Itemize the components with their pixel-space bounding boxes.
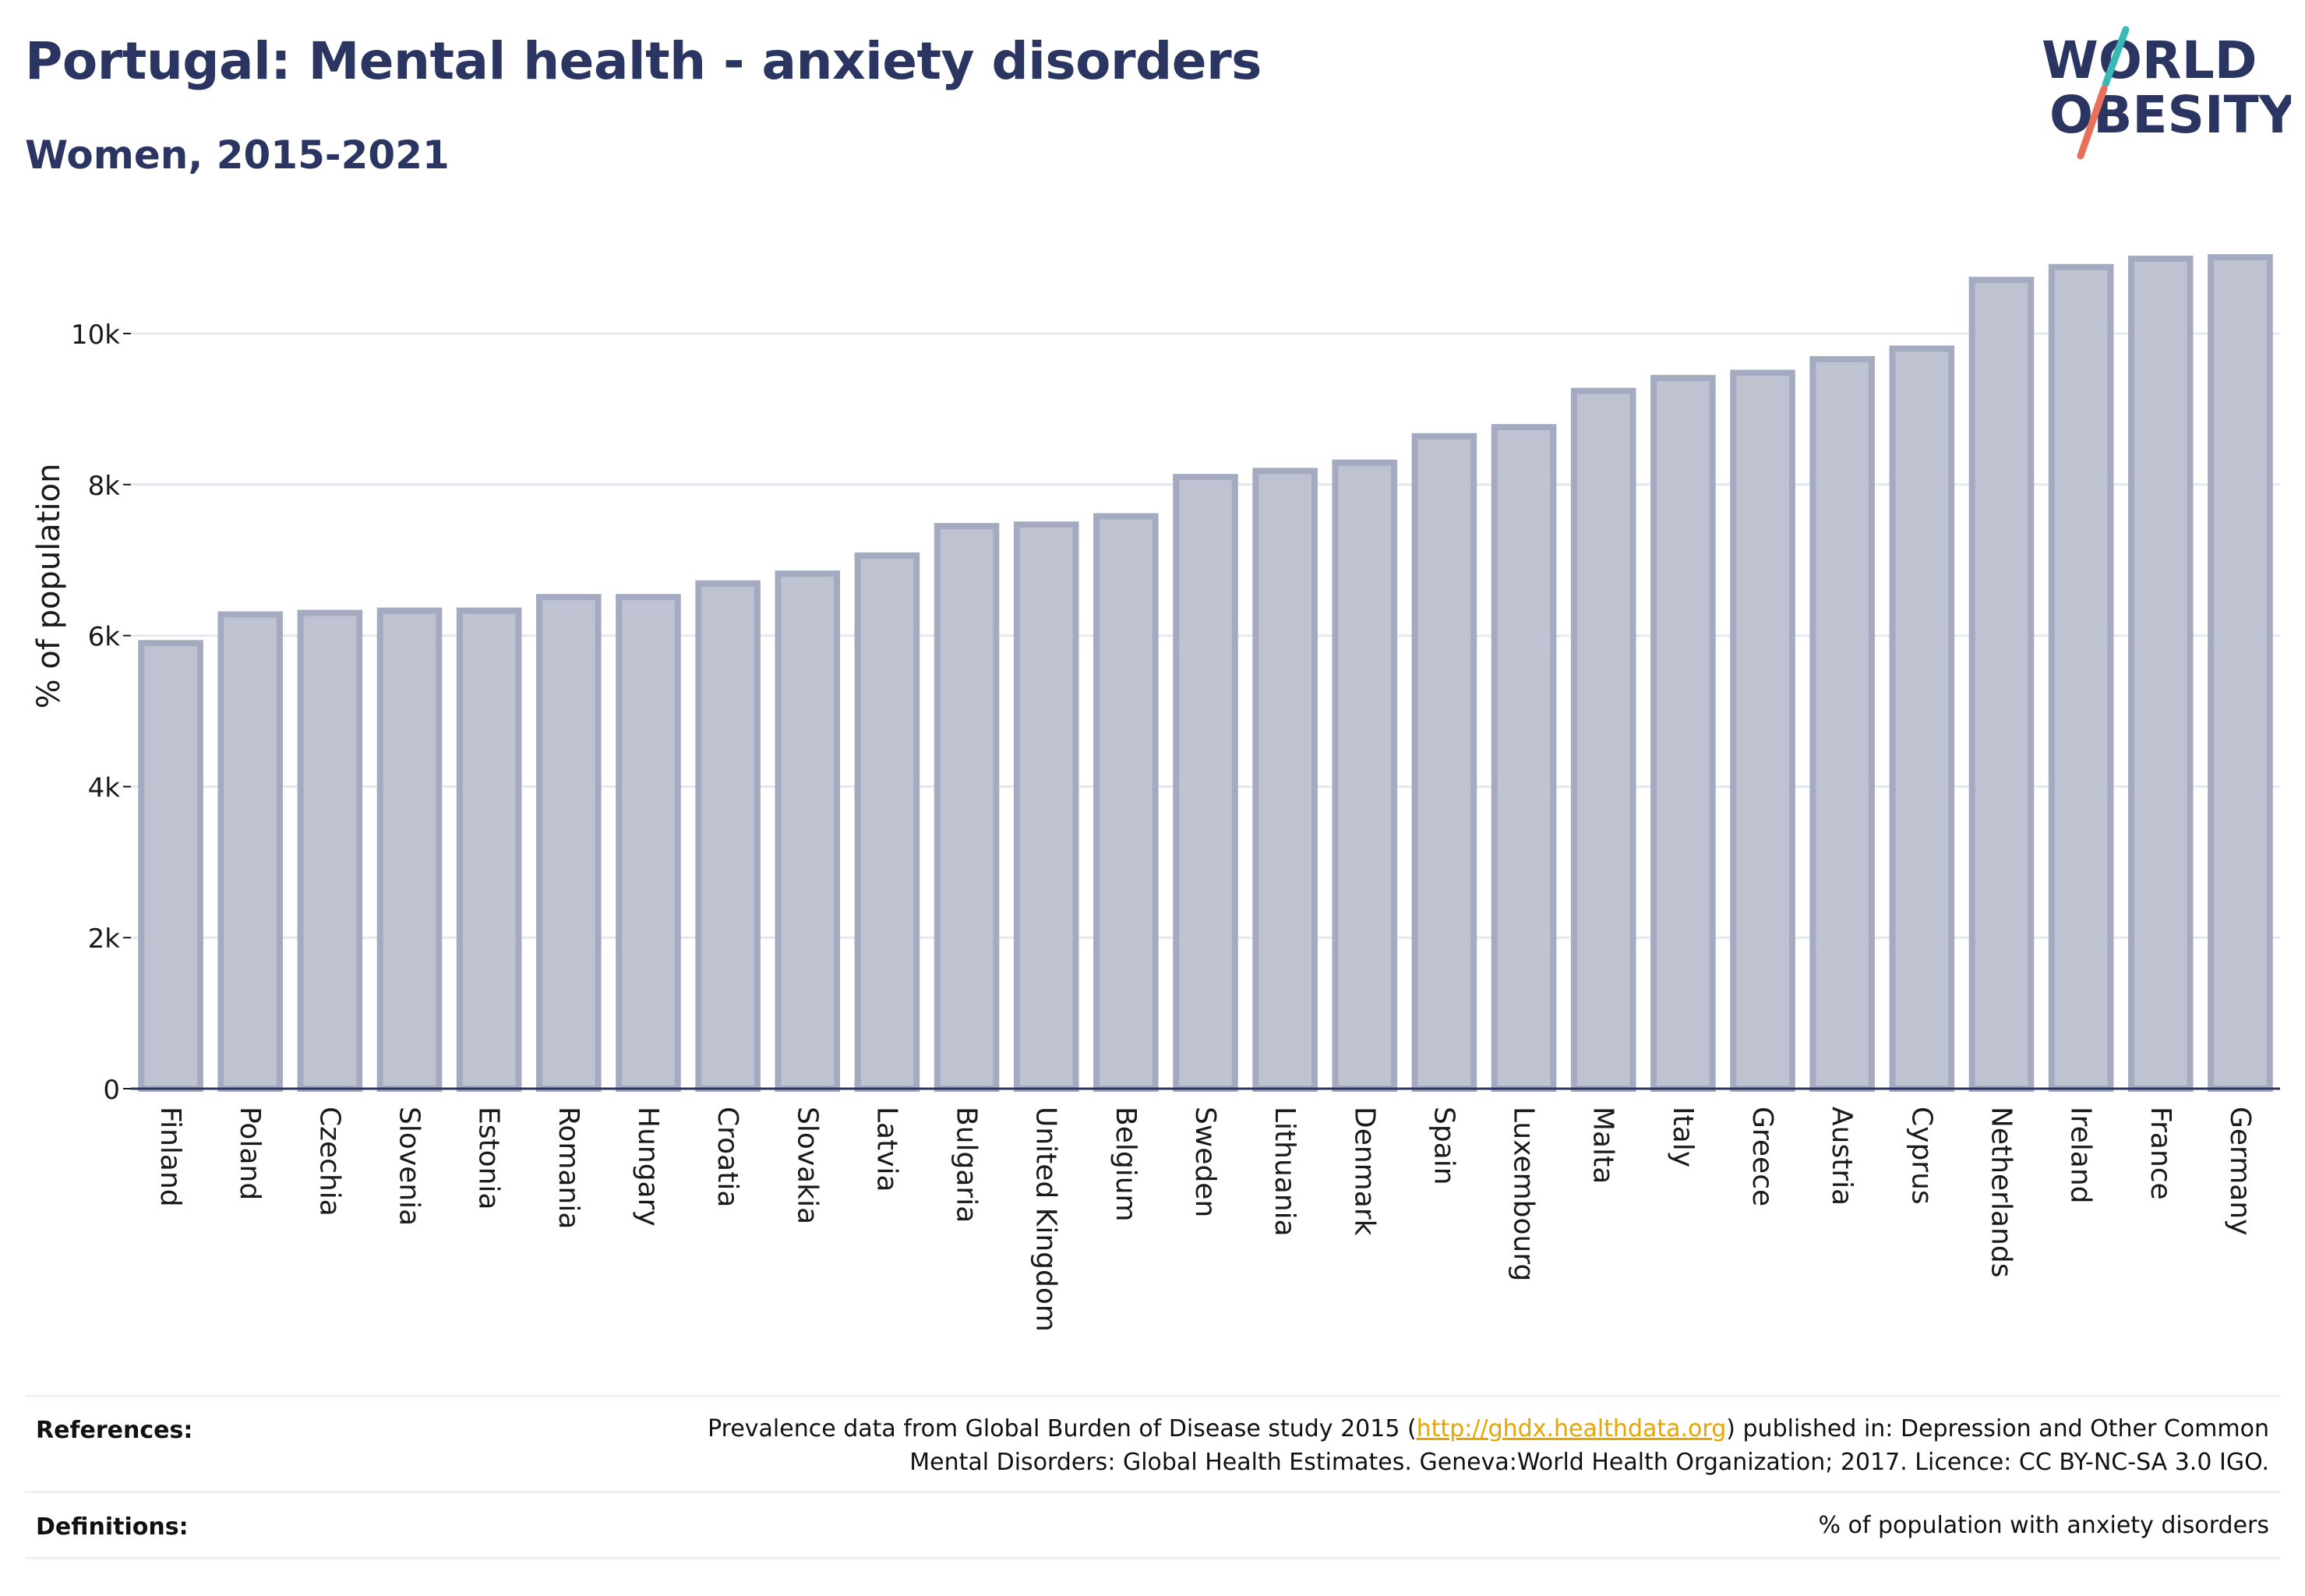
logo-slash-coral — [2077, 85, 2108, 160]
x-tick-label: Belgium — [1110, 1107, 1142, 1222]
y-tick-label: 2k — [88, 923, 121, 955]
world-obesity-logo: WORLD OBESITY — [2042, 26, 2291, 160]
logo-rld: RLD — [2142, 30, 2257, 90]
logo-w: W — [2042, 30, 2099, 90]
bar-finland — [138, 640, 203, 1092]
x-tick-label: Italy — [1667, 1107, 1699, 1167]
bar-ireland — [2048, 263, 2114, 1092]
axes — [123, 333, 2280, 1090]
x-tick-label: Lithuania — [1269, 1107, 1301, 1237]
chart-subtitle: Women, 2015-2021 — [25, 132, 450, 178]
y-tick-label: 6k — [88, 622, 121, 653]
logo-besity: BESITY — [2093, 85, 2291, 145]
x-tick-label: Spain — [1428, 1107, 1460, 1185]
x-tick-label: Hungary — [632, 1107, 664, 1227]
footer-divider-mid — [25, 1491, 2280, 1493]
bar-luxembourg — [1491, 424, 1557, 1092]
bars — [138, 254, 2273, 1093]
x-tick-label: Denmark — [1348, 1107, 1380, 1236]
bar-poland — [217, 611, 284, 1092]
x-tick-label: Netherlands — [1985, 1107, 2017, 1277]
x-tick-label: Sweden — [1189, 1107, 1221, 1217]
bar-denmark — [1332, 459, 1398, 1092]
y-tick-label: 0 — [103, 1075, 120, 1106]
references-link[interactable]: http://ghdx.healthdata.org — [1416, 1415, 1727, 1442]
bar-estonia — [456, 607, 522, 1092]
x-tick-label: Bulgaria — [951, 1107, 983, 1223]
x-tick-label: Cyprus — [1905, 1107, 1937, 1205]
x-tick-label: Greece — [1746, 1107, 1778, 1206]
bar-bulgaria — [934, 523, 1000, 1092]
x-tick-label: Latvia — [870, 1107, 902, 1192]
x-tick-label: Finland — [154, 1107, 186, 1207]
x-tick-label: Estonia — [473, 1107, 505, 1210]
bar-hungary — [616, 594, 681, 1092]
bar-romania — [536, 594, 602, 1092]
logo-slash-teal — [2102, 26, 2130, 88]
bar-spain — [1411, 433, 1477, 1092]
bar-greece — [1730, 369, 1795, 1092]
bar-sweden — [1173, 474, 1238, 1092]
definitions-text: % of population with anxiety disorders — [1818, 1512, 2269, 1539]
bar-germany — [2208, 254, 2273, 1093]
x-tick-label: Germany — [2224, 1107, 2256, 1235]
bar-czechia — [297, 609, 363, 1092]
y-axis-label: % of population — [31, 464, 67, 709]
y-tick-label: 8k — [88, 471, 121, 502]
references-text: Prevalence data from Global Burden of Di… — [708, 1412, 2269, 1479]
definitions-label: Definitions: — [36, 1513, 189, 1541]
y-tick-label: 10k — [71, 320, 120, 351]
bar-cyprus — [1889, 345, 1955, 1092]
x-tick-label: United Kingdom — [1030, 1107, 1062, 1332]
references-line1-post: ) published in: Depression and Other Com… — [1726, 1415, 2269, 1442]
bar-italy — [1650, 375, 1716, 1092]
footer-divider-top — [25, 1395, 2280, 1397]
bar-malta — [1570, 387, 1636, 1093]
tick-labels: 0 2k 4k 6k 8k 10k Finland Poland Czechia Slovenia… — [71, 320, 2256, 1332]
x-tick-label: Luxembourg — [1508, 1107, 1540, 1281]
references-label: References: — [36, 1417, 193, 1444]
footer-divider-bottom — [25, 1557, 2280, 1559]
x-tick-label: Ireland — [2065, 1107, 2097, 1204]
x-tick-label: Croatia — [711, 1107, 743, 1207]
svg-text:OBESITY: OBESITY — [2049, 85, 2291, 145]
references-line2: Mental Disorders: Global Health Estimate… — [909, 1449, 2269, 1476]
x-tick-label: Malta — [1587, 1107, 1619, 1184]
bar-slovakia — [775, 570, 841, 1092]
bar-united-kingdom — [1013, 521, 1079, 1092]
x-tick-label: Czechia — [313, 1107, 345, 1216]
bar-austria — [1809, 355, 1875, 1093]
bar-belgium — [1093, 513, 1159, 1092]
bar-latvia — [854, 552, 920, 1092]
x-tick-label: France — [2144, 1107, 2176, 1200]
bar-chart: 0 2k 4k 6k 8k 10k Finland Poland Czechia Slovenia… — [31, 254, 2280, 1332]
x-tick-label: Romania — [552, 1107, 584, 1229]
x-tick-label: Austria — [1826, 1107, 1858, 1206]
x-tick-label: Slovakia — [791, 1107, 823, 1224]
bar-lithuania — [1252, 468, 1318, 1092]
bar-netherlands — [1968, 277, 2035, 1092]
bar-france — [2127, 256, 2194, 1093]
x-tick-label: Slovenia — [394, 1107, 425, 1226]
x-tick-label: Poland — [234, 1107, 266, 1200]
bar-croatia — [695, 580, 761, 1092]
y-tick-label: 4k — [88, 772, 121, 803]
references-line1-pre: Prevalence data from Global Burden of Di… — [708, 1415, 1417, 1442]
chart-title: Portugal: Mental health - anxiety disord… — [25, 31, 1262, 91]
bar-slovenia — [376, 607, 443, 1092]
